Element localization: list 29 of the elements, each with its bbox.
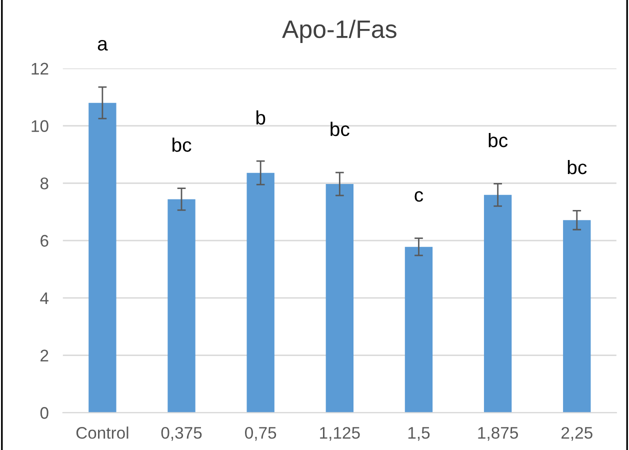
chart-title: Apo-1/Fas xyxy=(282,20,396,44)
annotation: bc xyxy=(488,132,508,148)
y-tick-label: 0 xyxy=(40,407,48,419)
annotation: bc xyxy=(330,122,350,136)
bar xyxy=(484,194,512,413)
x-tick-label: 1,875 xyxy=(478,426,518,441)
y-tick-label: 8 xyxy=(40,178,48,190)
bar xyxy=(563,220,591,413)
y-tick-label: 2 xyxy=(40,350,48,362)
bar xyxy=(168,199,196,413)
y-tick-label: 12 xyxy=(32,62,48,74)
x-tick-label: 0,375 xyxy=(161,426,202,441)
bar xyxy=(404,246,433,413)
y-tick-label: 10 xyxy=(32,120,48,132)
bar xyxy=(326,184,354,413)
x-tick-label: 0,75 xyxy=(245,426,276,441)
bar xyxy=(88,102,116,413)
bar xyxy=(246,172,274,413)
text: a xyxy=(98,40,108,51)
annotation: c xyxy=(414,191,424,202)
x-tick-label: 1,5 xyxy=(408,427,430,441)
annotation: bc xyxy=(568,160,587,174)
x-tick-label: Control xyxy=(76,426,128,439)
x-tick-label: 1,125 xyxy=(320,426,360,441)
y-tick-label: 6 xyxy=(40,234,48,247)
y-tick-label: 4 xyxy=(40,292,49,304)
annotation: bc xyxy=(172,138,192,152)
x-tick-label: 2,25 xyxy=(562,426,592,441)
annotation: b xyxy=(256,110,266,125)
